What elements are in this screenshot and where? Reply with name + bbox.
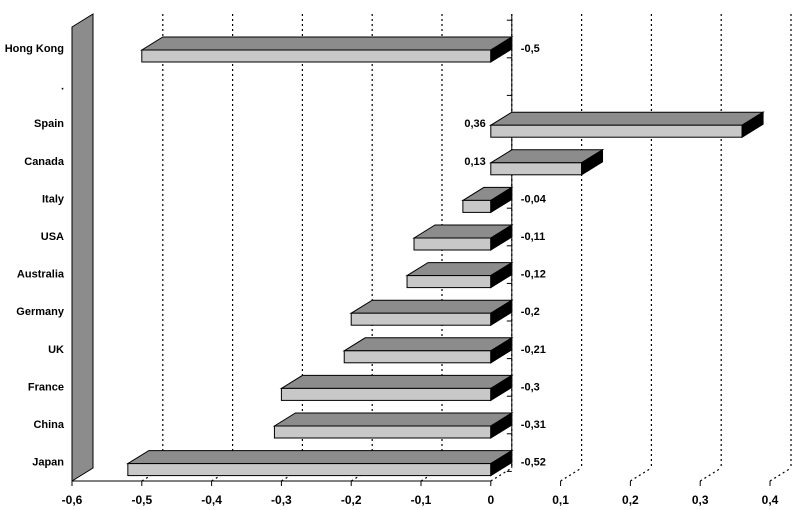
floor-gridline [699,467,722,482]
category-label: Canada [24,156,65,168]
bar-top-face [342,337,514,352]
category-label: Italy [42,193,65,205]
floor-gridline [560,467,582,482]
floor-gridline [490,467,513,482]
bar-end-face [490,186,513,214]
category-label: China [33,419,64,431]
bar [279,374,514,402]
category-labels: Hong Kong. Spain Canada Italy USA Australia Ge… [5,43,65,469]
left-wall-panel [71,13,94,482]
bar-top-face [126,450,514,465]
bar-end-face [490,299,513,327]
bar-front-face [406,275,492,289]
data-label: -0,21 [521,344,546,356]
bar-top-face [279,374,514,389]
bar-front-face [462,199,492,213]
bar-front-face [127,463,492,477]
bar [461,186,514,214]
data-label: -0,11 [521,231,545,243]
bar-front-face [273,425,492,439]
category-label: Japan [32,457,64,469]
data-labels: -0,5 0,36 0,13 -0,04 -0,11 -0,12 -0,2 -0,21 -0,3… [464,43,546,469]
x-tick-label: -0,6 [62,493,83,507]
category-label: . [61,81,64,93]
category-label: Australia [17,269,65,281]
x-tick-label: 0,1 [552,493,569,507]
data-label: 0,13 [464,156,485,168]
gridlines [141,14,792,482]
bar [272,412,514,439]
bar [405,261,514,289]
bar-front-face [343,350,492,364]
x-tick-label: -0,1 [411,493,432,507]
category-label: Germany [16,306,65,318]
bar-top-face [349,299,514,314]
floor-gridline [630,467,652,482]
bar-top-face [140,36,514,51]
bar-front-face [490,162,583,176]
x-tick-label: 0,2 [622,493,639,507]
x-axis-ticks: -0,6 -0,5 -0,4 -0,3 -0,2 -0,1 0 0,1 0,2 0,3 0,4 [62,480,779,507]
bar [349,299,514,327]
category-label: USA [41,231,64,243]
bar-end-face [490,261,513,289]
category-label: Hong Kong [5,43,64,55]
bar-end-face [581,148,604,176]
category-label: Spain [34,118,64,130]
bar-front-face [280,387,492,401]
bar-end-face [490,412,513,439]
bar [126,449,514,477]
bar [140,36,514,63]
bar [489,148,605,176]
bar-top-face [272,412,514,427]
data-label: -0,12 [521,269,546,281]
x-tick-label: -0,2 [341,493,362,507]
category-label: UK [48,344,64,356]
bar-front-face [490,124,743,138]
category-label: France [28,381,64,393]
x-tick-label: -0,3 [271,493,292,507]
bar-front-face [141,49,492,63]
data-label: -0,31 [521,419,546,431]
data-label: -0,52 [521,457,546,469]
bar-end-face [490,449,513,477]
x-tick-label: 0 [487,493,494,507]
bar-end-face [741,111,764,139]
bar-end-face [490,224,513,251]
data-label: -0,3 [521,381,540,393]
data-label: -0,5 [521,43,540,55]
bar-front-face [413,237,492,251]
x-tick-label: 0,4 [762,493,779,507]
bar [342,336,514,364]
data-label: -0,04 [521,193,547,205]
left-wall [71,13,94,482]
x-tick-label: -0,5 [131,493,152,507]
bars [126,36,765,477]
bar-top-face [489,111,765,126]
x-tick-label: -0,4 [201,493,222,507]
data-label: 0,36 [464,118,485,130]
x-tick-label: 0,3 [692,493,709,507]
bar-front-face [350,312,492,326]
bar [489,111,765,139]
data-label: -0,2 [521,306,540,318]
bar-end-face [490,336,513,364]
bar [412,224,514,251]
floor-gridline [769,467,792,482]
bar-end-face [490,374,513,402]
bar-end-face [490,36,513,63]
